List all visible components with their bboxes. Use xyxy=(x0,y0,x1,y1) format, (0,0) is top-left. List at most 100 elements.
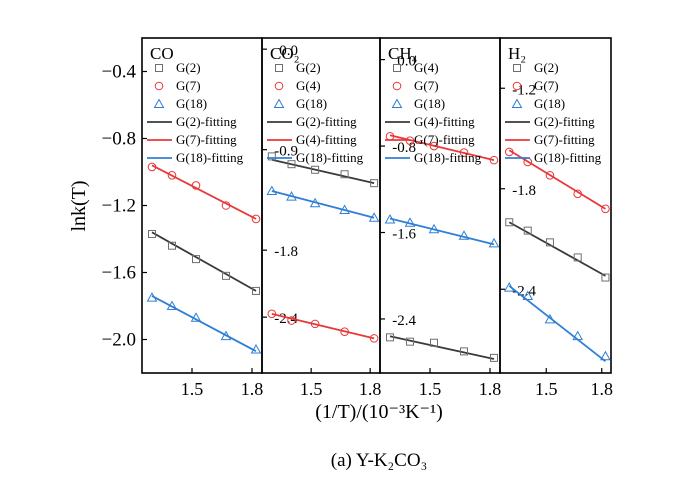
data-point-square xyxy=(545,238,554,247)
y-tick-label: 0.0 xyxy=(279,43,298,59)
x-tick-label: 1.5 xyxy=(181,379,204,399)
data-point-square xyxy=(340,170,349,179)
panel-2: 0.0-0.9-1.8-2.41.5 1.8CO₂G(2)G(4)G(18)G(2… xyxy=(261,37,381,399)
data-point-circle xyxy=(310,319,320,329)
legend-label: G(18)-fitting xyxy=(534,150,602,165)
data-point-square xyxy=(406,337,414,346)
data-point-square xyxy=(311,165,320,174)
fit-line xyxy=(389,335,495,360)
data-point-triangle xyxy=(404,217,416,227)
data-point-triangle xyxy=(166,300,178,310)
fit-line xyxy=(508,285,607,362)
data-point-square xyxy=(252,286,260,295)
fit-line xyxy=(508,149,606,210)
data-point-circle xyxy=(512,81,522,91)
data-point-triangle xyxy=(368,212,380,222)
panel-title: CO₂ xyxy=(270,44,300,63)
data-point-square xyxy=(386,333,394,342)
data-point-square xyxy=(267,152,276,161)
data-point-circle xyxy=(545,171,555,180)
data-point-square xyxy=(601,273,610,282)
data-point-square xyxy=(370,179,379,188)
y-tick-label: -1.8 xyxy=(274,244,298,260)
legend-label: G(2) xyxy=(296,60,321,75)
data-point-circle xyxy=(147,162,157,172)
data-point-square xyxy=(155,64,163,72)
data-point-circle xyxy=(392,81,402,91)
legend-label: G(4)-fitting xyxy=(296,132,357,147)
legend-label: G(7)-fitting xyxy=(534,132,595,147)
data-point-triangle xyxy=(273,98,285,108)
y-tick-label: -0.8 xyxy=(392,140,416,156)
data-point-triangle xyxy=(511,98,523,108)
data-point-square xyxy=(192,255,200,264)
panels-group: −0.4−0.8−1.2−1.6−2.01.5 1.8COG(2)G(7)G(18… xyxy=(102,37,613,399)
legend-label: G(2)-fitting xyxy=(176,114,237,129)
data-point-circle xyxy=(601,204,610,214)
data-point-circle xyxy=(287,316,296,325)
panel-4: -1.2-1.8-2.41.5 1.8H₂G(2)G(7)G(18)G(2)-fi… xyxy=(499,37,613,399)
legend-label: G(2) xyxy=(534,60,559,75)
y-tick-label: -1.2 xyxy=(512,82,536,98)
x-tick-label: 1.5 xyxy=(300,379,323,399)
panel-title: H₂ xyxy=(508,44,526,63)
data-point-triangle xyxy=(458,230,470,240)
data-point-circle xyxy=(573,189,583,199)
y-tick-label: −0.4 xyxy=(102,62,137,83)
data-point-circle xyxy=(369,334,379,343)
y-tick-label: -1.8 xyxy=(512,183,536,199)
y-tick-label: −0.8 xyxy=(102,129,136,150)
legend-label: G(2)-fitting xyxy=(296,114,357,129)
data-point-circle xyxy=(504,147,514,157)
y-tick-label: −1.6 xyxy=(102,263,136,284)
y-axis-title: lnk(T) xyxy=(68,180,90,231)
panel-1: −0.4 −0.8 −1.2 −1.6 −2.0 1.5 1.8 COG(2) G(7) G(18… xyxy=(102,37,264,399)
data-point-square xyxy=(513,64,521,72)
data-point-circle xyxy=(429,141,439,151)
fit-line xyxy=(151,164,257,220)
data-point-square xyxy=(573,253,582,262)
legend-label: G(4)-fitting xyxy=(414,114,475,129)
data-point-square xyxy=(523,226,532,235)
fit-line xyxy=(271,158,375,185)
data-point-triangle xyxy=(384,214,396,224)
data-point-triangle xyxy=(146,292,158,302)
fit-line xyxy=(151,231,257,292)
x-tick-label: 1.5 xyxy=(535,379,558,399)
data-point-circle xyxy=(489,155,499,165)
y-tick-label: -1.6 xyxy=(392,227,416,243)
legend-label: G(7) xyxy=(414,78,439,93)
figure-caption: (a) Y-K₂CO₃ xyxy=(331,450,427,471)
legend-label: G(18)-fitting xyxy=(176,150,244,165)
data-point-triangle xyxy=(503,282,515,292)
data-point-circle xyxy=(459,148,469,157)
data-point-triangle xyxy=(544,313,556,324)
data-point-square xyxy=(287,160,296,169)
legend-label: G(18) xyxy=(296,96,327,111)
data-point-triangle xyxy=(391,98,403,108)
data-point-circle xyxy=(267,309,277,319)
data-point-square xyxy=(168,241,176,250)
data-point-triangle xyxy=(153,98,165,108)
data-point-circle xyxy=(167,171,177,180)
y-tick-label: 0.0 xyxy=(397,54,416,70)
legend-label: G(2)-fitting xyxy=(534,114,595,129)
data-point-square xyxy=(275,64,283,72)
data-point-circle xyxy=(340,327,349,336)
data-point-square xyxy=(393,64,401,72)
data-point-circle xyxy=(154,81,164,91)
data-point-square xyxy=(430,338,438,347)
legend-label: G(7) xyxy=(534,78,559,93)
legend-label: G(4) xyxy=(414,60,439,75)
x-tick-label: 1.8 xyxy=(241,379,264,399)
data-point-triangle xyxy=(250,344,262,354)
x-tick-label: 1.8 xyxy=(479,379,502,399)
panel-title: CO xyxy=(150,44,174,63)
legend-label: G(18)-fitting xyxy=(414,150,482,165)
data-point-square xyxy=(222,271,230,280)
data-point-circle xyxy=(274,81,284,91)
fit-line xyxy=(151,295,257,353)
legend-label: G(7)-fitting xyxy=(176,132,237,147)
fit-line xyxy=(271,190,375,219)
